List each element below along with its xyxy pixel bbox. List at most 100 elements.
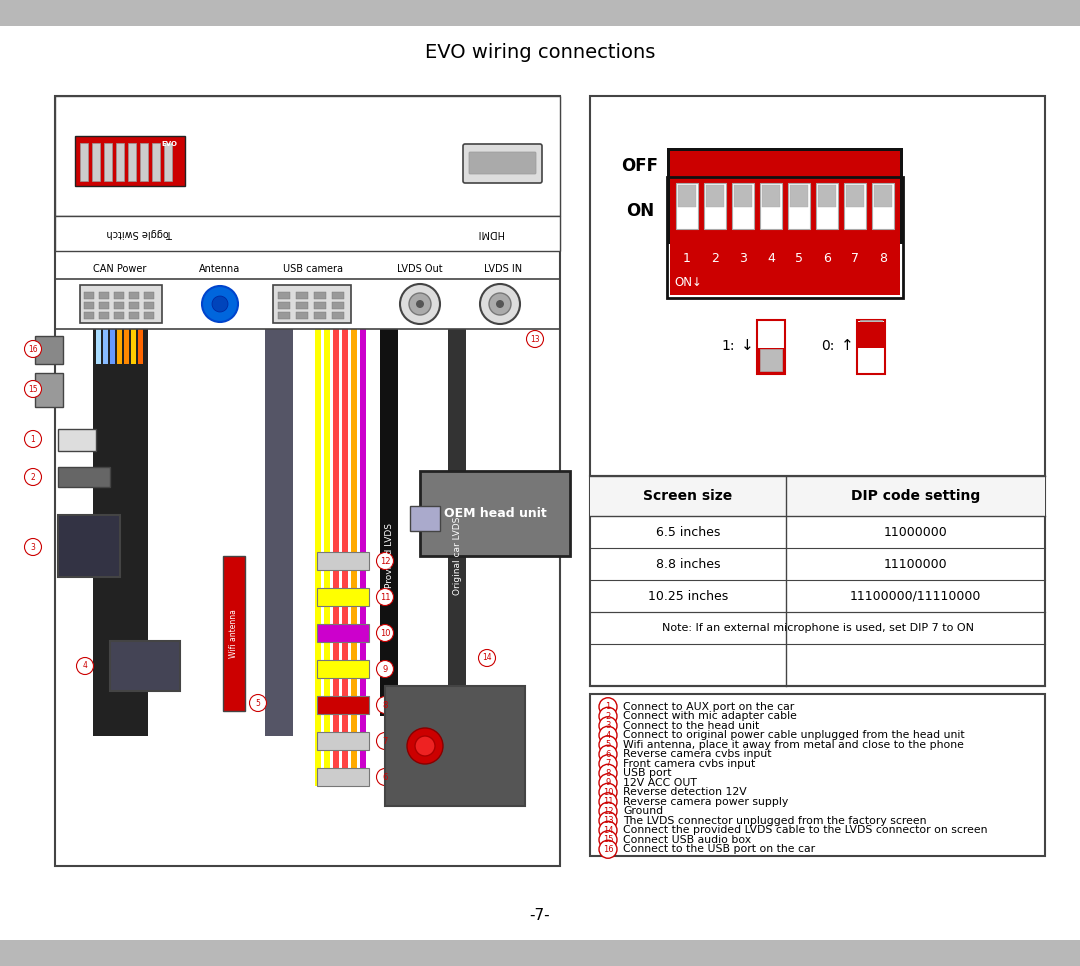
Text: 12V ACC OUT: 12V ACC OUT <box>623 778 697 787</box>
Text: LVDS Out: LVDS Out <box>397 264 443 274</box>
Bar <box>318 588 369 606</box>
Text: Connect to the USB port on the car: Connect to the USB port on the car <box>623 844 815 854</box>
Text: 4: 4 <box>82 662 87 670</box>
Circle shape <box>527 330 543 348</box>
Bar <box>315 329 321 786</box>
Text: 7: 7 <box>851 252 859 266</box>
Text: Note: If an external microphone is used, set DIP 7 to ON: Note: If an external microphone is used,… <box>661 623 973 633</box>
Text: 1: 1 <box>683 252 691 266</box>
Text: 8: 8 <box>605 769 610 778</box>
Bar <box>816 183 838 229</box>
Bar <box>757 320 785 374</box>
Text: Connect the provided LVDS cable to the LVDS connector on screen: Connect the provided LVDS cable to the L… <box>623 825 987 836</box>
Bar <box>760 349 782 371</box>
Circle shape <box>599 717 617 735</box>
Text: 11100000/11110000: 11100000/11110000 <box>850 589 981 603</box>
Circle shape <box>25 538 41 555</box>
Bar <box>129 312 139 319</box>
Bar <box>704 183 726 229</box>
Text: 1:: 1: <box>721 339 735 353</box>
Bar <box>670 273 900 295</box>
Bar <box>843 183 866 229</box>
Bar <box>318 732 369 750</box>
Text: 5: 5 <box>606 740 610 750</box>
Circle shape <box>599 764 617 782</box>
Circle shape <box>377 553 393 570</box>
Text: 0:: 0: <box>822 339 835 353</box>
Bar <box>734 185 752 207</box>
Bar <box>99 312 109 319</box>
Bar <box>296 312 308 319</box>
Bar <box>273 285 351 323</box>
Circle shape <box>496 300 504 308</box>
Bar <box>590 476 1045 686</box>
Bar <box>380 329 399 716</box>
Text: 11000000: 11000000 <box>883 526 947 538</box>
Bar <box>144 292 154 299</box>
Bar <box>332 302 345 309</box>
Bar <box>110 641 180 691</box>
Text: 2: 2 <box>711 252 719 266</box>
Bar <box>35 336 63 364</box>
Bar <box>676 183 698 229</box>
Bar <box>360 329 366 786</box>
Circle shape <box>409 293 431 315</box>
Circle shape <box>599 736 617 753</box>
Text: 9: 9 <box>606 779 610 787</box>
Circle shape <box>25 469 41 486</box>
Text: 11: 11 <box>603 797 613 807</box>
Text: USB port: USB port <box>623 768 672 779</box>
Circle shape <box>599 774 617 792</box>
Circle shape <box>489 293 511 315</box>
Bar <box>103 329 108 364</box>
Text: 1: 1 <box>606 702 610 711</box>
Bar <box>760 183 782 229</box>
Text: Connect USB audio box: Connect USB audio box <box>623 835 751 844</box>
Bar <box>318 660 369 678</box>
Text: 8: 8 <box>382 700 388 709</box>
Bar <box>318 552 369 570</box>
Text: HDMI: HDMI <box>476 228 503 238</box>
Bar <box>117 329 122 364</box>
Text: EVO: EVO <box>161 141 177 147</box>
Text: ON: ON <box>626 202 654 220</box>
Circle shape <box>377 732 393 750</box>
Bar <box>590 476 1045 516</box>
Bar <box>55 216 561 251</box>
Text: ON↓: ON↓ <box>674 276 702 290</box>
Bar <box>590 694 1045 856</box>
Bar <box>99 292 109 299</box>
Bar <box>144 302 154 309</box>
Circle shape <box>377 624 393 641</box>
Bar <box>789 185 808 207</box>
Bar <box>333 329 339 786</box>
Bar <box>420 471 570 556</box>
Text: 6: 6 <box>823 252 831 266</box>
Bar <box>858 322 885 348</box>
Circle shape <box>599 831 617 849</box>
Bar <box>874 185 892 207</box>
Circle shape <box>599 707 617 725</box>
Bar <box>318 696 369 714</box>
Text: Connect with mic adapter cable: Connect with mic adapter cable <box>623 711 797 722</box>
Text: 6: 6 <box>382 773 388 781</box>
Bar <box>670 151 900 241</box>
Bar <box>58 429 96 451</box>
Circle shape <box>599 840 617 858</box>
Text: 16: 16 <box>603 844 613 854</box>
Bar <box>342 329 348 786</box>
Bar <box>384 686 525 806</box>
Text: Connect to AUX port on the car: Connect to AUX port on the car <box>623 701 794 712</box>
Text: Reverse camera power supply: Reverse camera power supply <box>623 797 788 807</box>
Bar <box>860 320 882 342</box>
Bar <box>75 136 185 186</box>
Bar <box>858 320 885 374</box>
Bar <box>152 143 160 181</box>
Bar <box>140 143 148 181</box>
Text: LVDS IN: LVDS IN <box>484 264 522 274</box>
Bar <box>296 292 308 299</box>
Bar <box>332 312 345 319</box>
Text: 3: 3 <box>605 722 610 730</box>
Bar <box>314 312 326 319</box>
Text: OFF: OFF <box>621 157 659 175</box>
